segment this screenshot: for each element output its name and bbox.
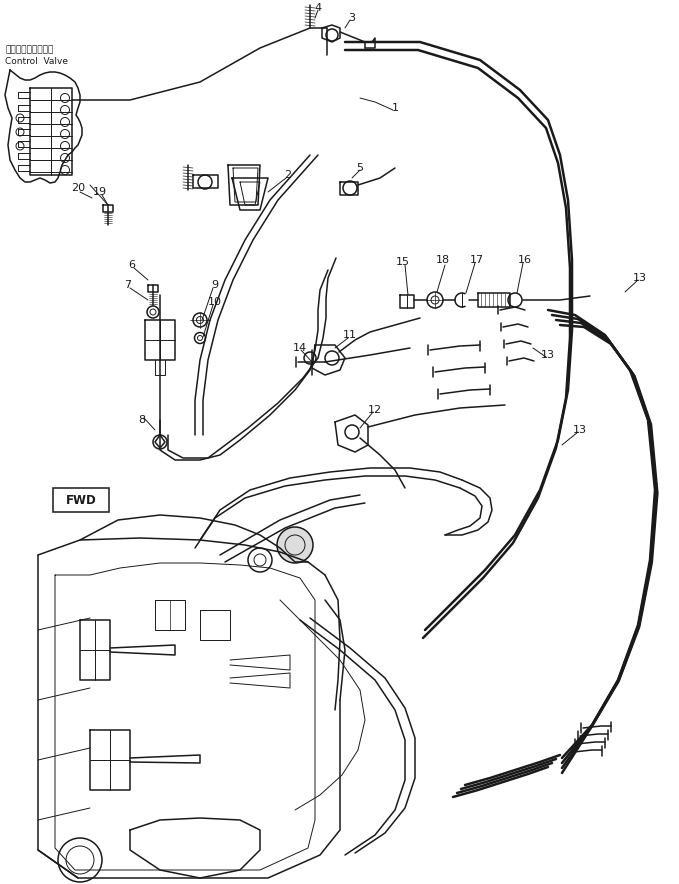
Text: 19: 19 xyxy=(93,187,107,197)
Text: 20: 20 xyxy=(71,183,85,193)
Text: 5: 5 xyxy=(356,163,363,173)
Text: 17: 17 xyxy=(470,255,484,265)
Circle shape xyxy=(277,527,313,563)
Text: 4: 4 xyxy=(314,3,322,13)
Text: コントロールバルブ: コントロールバルブ xyxy=(5,45,54,55)
Text: 16: 16 xyxy=(518,255,532,265)
Text: 7: 7 xyxy=(124,280,132,290)
Text: 13: 13 xyxy=(633,273,647,283)
Text: Control  Valve: Control Valve xyxy=(5,57,68,66)
FancyBboxPatch shape xyxy=(53,488,109,512)
Text: 2: 2 xyxy=(285,170,291,180)
Text: 13: 13 xyxy=(541,350,555,360)
Text: 11: 11 xyxy=(343,330,357,340)
Text: 18: 18 xyxy=(436,255,450,265)
Text: 6: 6 xyxy=(128,260,136,270)
Text: 12: 12 xyxy=(368,405,382,415)
Text: 8: 8 xyxy=(139,415,145,425)
Text: 14: 14 xyxy=(293,343,307,353)
Text: 9: 9 xyxy=(211,280,219,290)
Text: 1: 1 xyxy=(392,103,399,113)
Text: 3: 3 xyxy=(348,13,356,23)
Text: 10: 10 xyxy=(208,297,222,307)
Text: 13: 13 xyxy=(573,425,587,435)
Text: 15: 15 xyxy=(396,257,410,267)
Text: FWD: FWD xyxy=(66,493,96,507)
